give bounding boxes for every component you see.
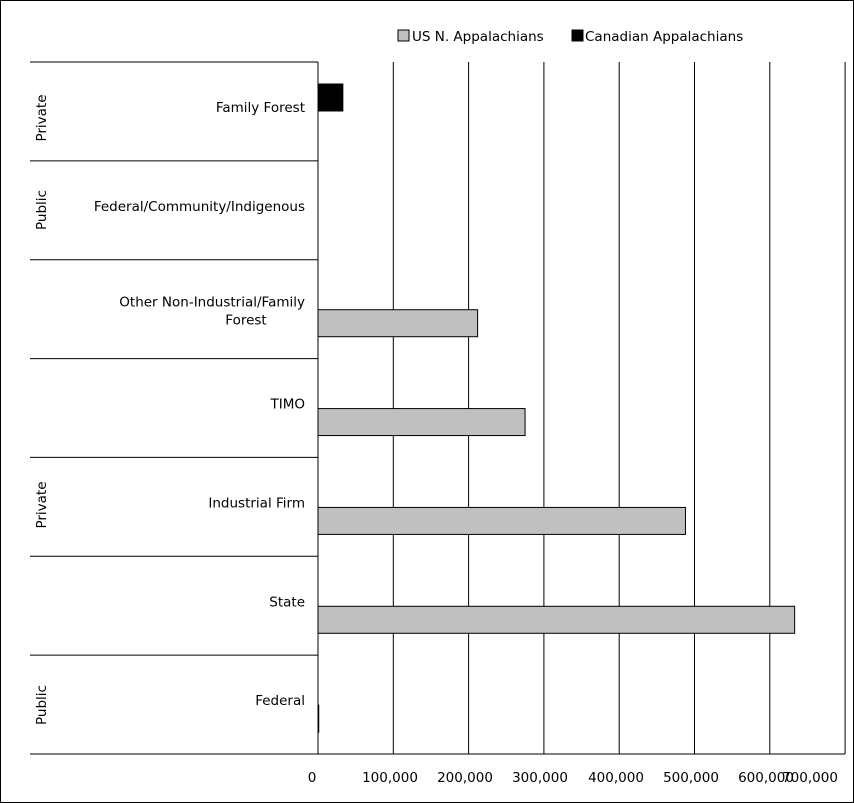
category-label: Forest (225, 313, 266, 329)
category-label: Other Non-Industrial/Family (119, 295, 305, 311)
group-label: Public (34, 190, 50, 230)
legend-label: Canadian Appalachians (585, 29, 743, 45)
legend-swatch-canadian (571, 29, 584, 42)
x-tick-label: 600,000 (738, 770, 794, 786)
category-label: TIMO (269, 397, 305, 413)
category-label: Family Forest (216, 100, 305, 116)
x-tick-label: 500,000 (663, 770, 719, 786)
bar-us-n-appalachians (317, 605, 796, 634)
category-label: Federal (255, 693, 305, 709)
bar-us-n-appalachians (317, 309, 479, 338)
x-tick-label: 300,000 (512, 770, 568, 786)
x-tick-label: 200,000 (437, 770, 493, 786)
bar-us-n-appalachians (317, 506, 686, 535)
legend-swatch-us (397, 29, 410, 42)
bar-us-n-appalachians (317, 704, 320, 733)
group-label: Private (34, 481, 50, 528)
bar-canadian-appalachians (317, 83, 344, 112)
bar-us-n-appalachians (317, 408, 526, 437)
group-label: Private (34, 94, 50, 141)
category-label: State (269, 594, 305, 610)
category-label: Federal/Community/Indigenous (94, 199, 305, 215)
x-tick-label: 100,000 (362, 770, 418, 786)
legend-label: US N. Appalachians (412, 29, 544, 45)
x-tick-label: 400,000 (588, 770, 644, 786)
x-tick-label: 0 (308, 770, 317, 786)
category-label: Industrial Firm (208, 495, 305, 511)
x-tick-label: 700,000 (782, 770, 838, 786)
group-label: Public (34, 685, 50, 725)
